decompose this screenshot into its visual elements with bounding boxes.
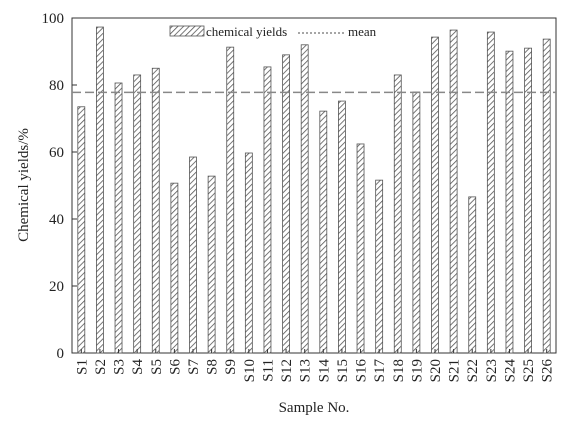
- x-tick-label: S15: [335, 359, 351, 382]
- x-tick-label: S9: [223, 359, 239, 375]
- x-tick-label: S26: [540, 359, 556, 383]
- y-axis-title: Chemical yields/%: [16, 128, 32, 242]
- x-tick-label: S18: [391, 359, 407, 382]
- legend-swatch: [169, 25, 205, 37]
- x-axis-title: Sample No.: [279, 400, 350, 416]
- x-tick-label: S14: [316, 359, 332, 383]
- bar: [431, 36, 439, 354]
- bar: [133, 74, 142, 354]
- legend-label: mean: [348, 24, 377, 39]
- x-tick-label: S11: [260, 359, 276, 382]
- x-tick-label: S10: [242, 359, 258, 382]
- bar: [207, 175, 216, 354]
- x-tick-label: S16: [354, 359, 370, 383]
- bar: [505, 50, 514, 354]
- bar: [449, 29, 458, 354]
- bar: [189, 156, 197, 354]
- x-tick-label: S20: [428, 359, 444, 382]
- x-tick-label: S21: [447, 359, 463, 382]
- bar: [170, 182, 179, 354]
- bar: [542, 38, 551, 354]
- bar: [151, 67, 160, 354]
- bar: [300, 44, 309, 354]
- bar: [319, 110, 328, 354]
- x-tick-label: S23: [484, 359, 500, 382]
- x-tick-label: S2: [93, 359, 109, 375]
- x-tick-label: S22: [465, 359, 481, 382]
- bar: [375, 179, 384, 354]
- bar: [412, 91, 421, 354]
- x-tick-label: S6: [167, 359, 183, 375]
- y-tick-label: 0: [57, 346, 65, 362]
- x-tick-label: S12: [279, 359, 295, 382]
- y-tick-label: 20: [49, 279, 64, 295]
- x-tick-label: S24: [502, 359, 518, 383]
- legend-label: chemical yields: [206, 24, 287, 39]
- bar: [468, 196, 477, 354]
- y-tick-label: 60: [49, 145, 64, 161]
- bar: [524, 47, 532, 354]
- bar: [114, 82, 123, 354]
- y-tick-label: 40: [49, 212, 64, 228]
- x-tick-label: S25: [521, 359, 537, 382]
- x-tick-label: S17: [372, 359, 388, 383]
- x-tick-label: S5: [149, 359, 165, 375]
- bar: [486, 31, 495, 354]
- bar: [393, 74, 402, 354]
- bar: [96, 26, 104, 354]
- x-tick-label: S19: [409, 359, 425, 382]
- x-tick-label: S7: [186, 359, 202, 375]
- x-tick-label: S3: [112, 359, 128, 375]
- x-tick-label: S4: [130, 359, 146, 375]
- bar: [338, 100, 346, 354]
- x-tick-label: S13: [298, 359, 314, 382]
- x-tick-label: S1: [74, 359, 90, 375]
- y-tick-label: 100: [42, 11, 65, 27]
- plot-frame: [71, 17, 557, 354]
- bar: [356, 143, 365, 354]
- x-tick-label: S8: [205, 359, 221, 375]
- bar: [263, 66, 272, 354]
- bar: [282, 54, 290, 354]
- y-tick-label: 80: [49, 78, 64, 94]
- bar: [77, 106, 86, 354]
- bar: [244, 152, 253, 354]
